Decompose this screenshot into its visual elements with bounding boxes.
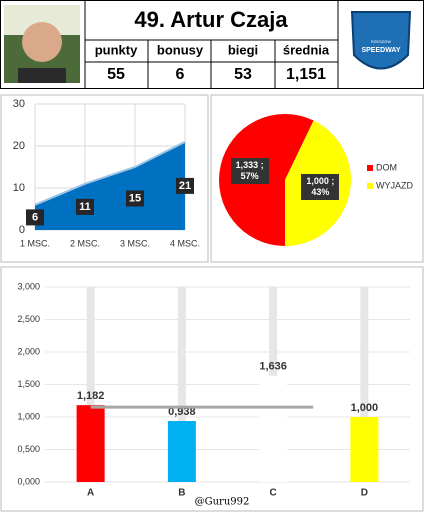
y-tick-label: 3,000 [17,281,40,291]
bar [350,417,379,482]
y-tick-label: 10 [13,182,25,194]
column-header: średnia [283,42,330,57]
value-label-box [76,198,94,215]
value-label: 21 [179,180,191,192]
logo-main: SPEEDWAY [361,47,400,54]
legend-label: DOM [376,162,397,172]
x-tick-label: 1 MSC. [20,238,50,248]
column-header: bonusy [157,42,204,57]
value-label: 0,938 [168,406,196,418]
value-label-box [126,190,144,207]
column-header: biegi [228,42,258,57]
legend-swatch [367,183,373,189]
y-tick-label: 2,000 [17,346,40,356]
y-tick-label: 0,500 [17,444,40,454]
bar [167,421,196,482]
column-header: punkty [95,42,138,57]
value-label: 1,333 ; 57% [230,157,269,184]
x-tick-label: 2 MSC. [70,238,100,248]
bar [76,405,105,482]
value-label: 15 [129,192,141,204]
y-tick-label: 0 [19,224,25,236]
logo [350,11,412,70]
bar [259,375,288,482]
area-edge [34,140,186,206]
column-value: 55 [107,66,125,83]
y-tick-label: 30 [13,98,25,110]
legend-swatch [367,165,373,171]
x-tick-label: 4 MSC. [170,238,200,248]
y-tick-label: 0,000 [17,476,40,486]
area [35,141,185,230]
x-tick-label: D [361,488,368,499]
logo-top: RZESZÓW [371,39,391,44]
photo-face [22,22,62,62]
x-tick-label: C [270,488,277,499]
y-tick-label: 20 [13,140,25,152]
value-label: 1,636 [259,361,287,373]
x-tick-label: A [87,488,94,499]
photo-shirt [18,68,66,83]
value-label-wrap: 1,000 ; 43% [301,174,340,201]
y-tick-label: 1,000 [17,411,40,421]
value-label: 6 [32,211,38,223]
column-value: 6 [176,66,185,83]
legend-label: WYJAZD [376,180,413,190]
value-label: 11 [79,201,91,213]
footer: @Guru992 [195,497,250,508]
x-tick-label: 3 MSC. [120,238,150,248]
value-label: 1,000 [351,402,379,414]
x-tick-label: B [178,488,185,499]
value-label: 1,182 [77,390,105,402]
value-label-wrap: 1,333 ; 57% [230,157,269,184]
column-value: 1,151 [286,66,326,83]
value-label-box [26,209,44,226]
y-tick-label: 2,500 [17,314,40,324]
value-label-box [176,177,194,194]
y-tick-label: 1,500 [17,379,40,389]
column-value: 53 [234,66,252,83]
title: 49. Artur Czaja [134,7,288,32]
value-label: 1,000 ; 43% [301,174,340,201]
